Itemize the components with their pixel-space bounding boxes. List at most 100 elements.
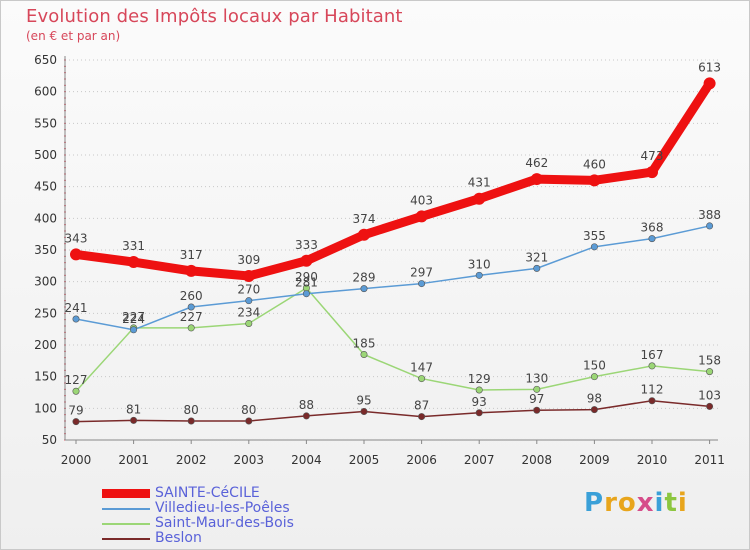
data-label: 241	[65, 301, 88, 315]
data-point	[533, 385, 541, 393]
data-point	[187, 324, 195, 332]
legend-label: Villedieu-les-Poêles	[155, 500, 290, 516]
y-tick-label: 100	[34, 401, 57, 415]
data-point	[648, 397, 656, 405]
data-label: 260	[180, 289, 203, 303]
data-point	[588, 174, 601, 187]
data-label: 127	[65, 373, 88, 387]
data-label: 129	[468, 372, 491, 386]
logo-letter: x	[636, 488, 655, 518]
logo-letter: i	[654, 488, 665, 518]
data-point	[706, 368, 714, 376]
data-point	[72, 418, 80, 426]
data-label: 462	[525, 156, 548, 170]
x-tick-label: 2000	[61, 453, 92, 467]
data-point	[72, 315, 80, 323]
data-label: 473	[641, 149, 664, 163]
data-label: 88	[299, 398, 314, 412]
data-label: 112	[641, 383, 664, 397]
x-tick-label: 2007	[464, 453, 495, 467]
x-tick-label: 2010	[637, 453, 668, 467]
data-label: 310	[468, 257, 491, 271]
data-label: 185	[353, 337, 376, 351]
data-point	[245, 319, 253, 327]
data-point	[590, 406, 598, 414]
legend-item: Beslon	[102, 531, 294, 546]
logo-letter: o	[617, 488, 637, 518]
data-label: 103	[698, 388, 721, 402]
legend-item: Saint-Maur-des-Bois	[102, 516, 294, 531]
data-label: 289	[353, 271, 376, 285]
data-point	[70, 248, 82, 261]
data-point	[533, 406, 541, 414]
data-point	[127, 256, 140, 269]
data-label: 309	[237, 253, 260, 267]
data-point	[302, 412, 310, 420]
data-point	[415, 210, 428, 223]
logo-letter: t	[664, 488, 678, 518]
data-point	[187, 303, 195, 311]
data-label: 343	[65, 231, 88, 245]
y-tick-label: 600	[34, 85, 57, 99]
x-tick-label: 2003	[234, 453, 265, 467]
data-point	[648, 362, 656, 370]
data-label: 167	[641, 348, 664, 362]
y-tick-label: 550	[34, 116, 57, 130]
data-label: 147	[410, 361, 433, 375]
data-label: 80	[184, 403, 199, 417]
data-label: 87	[414, 399, 429, 413]
y-tick-label: 150	[34, 370, 57, 384]
chart-title: Evolution des Impôts locaux par Habitant	[26, 6, 403, 27]
data-label: 403	[410, 193, 433, 207]
proxiti-logo: Proxiti	[584, 488, 688, 518]
data-label: 234	[237, 305, 260, 319]
data-point	[475, 409, 483, 417]
legend-label: Saint-Maur-des-Bois	[155, 515, 294, 531]
data-label: 317	[180, 248, 203, 262]
x-tick-label: 2008	[522, 453, 553, 467]
x-tick-label: 2002	[176, 453, 207, 467]
series-line	[75, 225, 711, 331]
y-tick-label: 50	[42, 433, 57, 447]
y-tick-label: 500	[34, 148, 57, 162]
data-label: 613	[698, 60, 721, 74]
data-label: 270	[237, 283, 260, 297]
data-point	[590, 373, 598, 381]
data-point	[130, 326, 138, 334]
x-tick-label: 2009	[579, 453, 610, 467]
data-point	[533, 264, 541, 272]
data-point	[706, 222, 714, 230]
data-label: 431	[468, 176, 491, 190]
data-point	[358, 228, 370, 241]
data-label: 158	[698, 354, 721, 368]
data-label: 227	[122, 310, 145, 324]
y-tick-label: 400	[34, 211, 57, 225]
chart-subtitle: (en € et par an)	[26, 29, 121, 43]
data-label: 79	[68, 404, 83, 418]
data-label: 331	[122, 239, 145, 253]
data-label: 388	[698, 208, 721, 222]
legend-label: SAINTE-CéCILE	[155, 485, 260, 501]
y-tick-label: 300	[34, 275, 57, 289]
legend-label: Beslon	[155, 530, 202, 546]
data-point	[646, 166, 658, 179]
data-point	[418, 413, 426, 421]
data-point	[187, 417, 195, 425]
data-label: 81	[126, 402, 141, 416]
data-label: 321	[525, 250, 548, 264]
data-point	[418, 280, 426, 288]
data-point	[130, 416, 138, 424]
data-point	[245, 417, 253, 425]
data-label: 460	[583, 157, 606, 171]
x-tick-label: 2005	[349, 453, 380, 467]
data-label: 150	[583, 359, 606, 373]
series-line	[71, 78, 715, 281]
data-point	[360, 285, 368, 293]
logo-letter: r	[604, 488, 618, 518]
data-point	[530, 173, 543, 186]
data-point	[475, 271, 483, 279]
logo-letter: i	[677, 488, 688, 518]
series-line	[75, 399, 711, 423]
legend-item: Villedieu-les-Poêles	[102, 501, 294, 516]
y-tick-label: 250	[34, 306, 57, 320]
